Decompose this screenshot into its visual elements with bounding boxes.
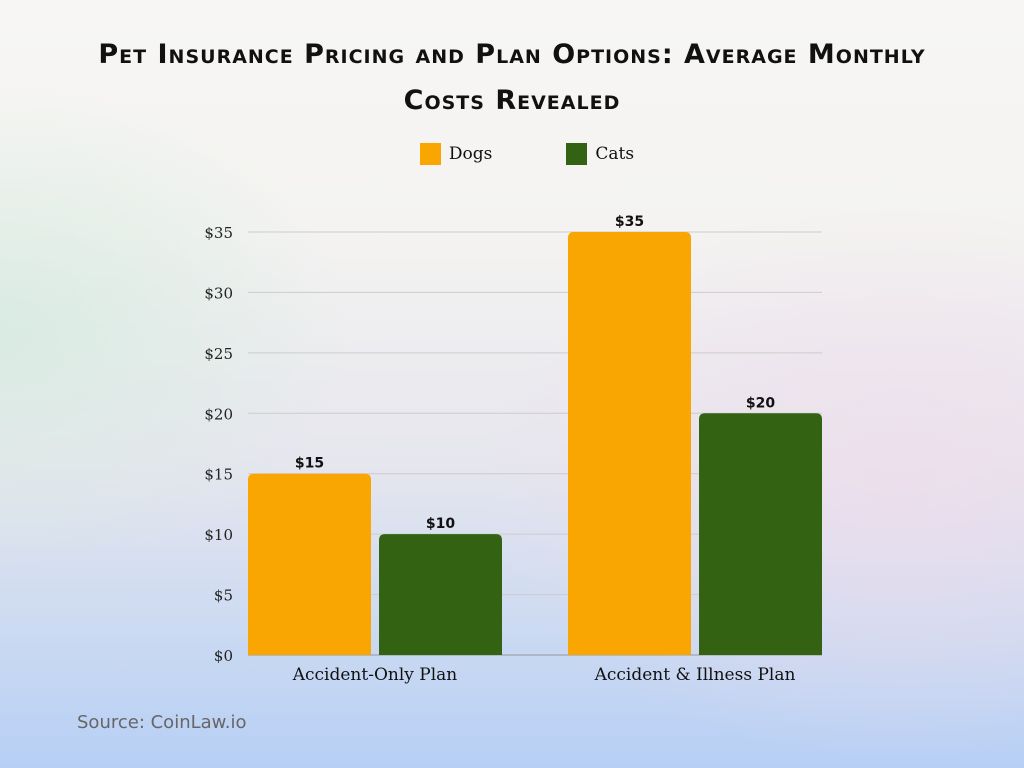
y-tick-label: $30 [204,284,233,302]
data-label: $20 [746,395,775,411]
y-tick-label: $15 [204,466,233,484]
data-label: $15 [295,456,324,472]
y-tick-label: $25 [204,345,233,363]
y-tick-label: $0 [214,647,233,665]
legend-item-dogs: Dogs [419,143,493,165]
legend: Dogs Cats [0,143,1024,165]
bar-cats [699,413,822,655]
source-note: Source: CoinLaw.io [77,712,247,733]
bar-dogs [568,232,691,655]
chart-title: Pet Insurance Pricing and Plan Options: … [98,39,926,116]
legend-label-cats: Cats [595,144,635,164]
legend-item-cats: Cats [566,143,634,165]
y-tick-label: $5 [214,587,233,605]
x-tick-label: Accident & Illness Plan [594,665,796,685]
legend-swatch-dogs [419,143,441,165]
data-label: $10 [426,516,455,532]
y-tick-label: $35 [204,224,233,242]
x-tick-label: Accident-Only Plan [292,665,458,685]
y-tick-label: $20 [204,405,233,423]
data-label: $35 [615,214,644,230]
y-tick-label: $10 [204,526,233,544]
legend-label-dogs: Dogs [448,144,493,164]
bar-dogs [248,473,371,655]
legend-swatch-cats [566,143,588,165]
bar-cats [379,534,502,655]
